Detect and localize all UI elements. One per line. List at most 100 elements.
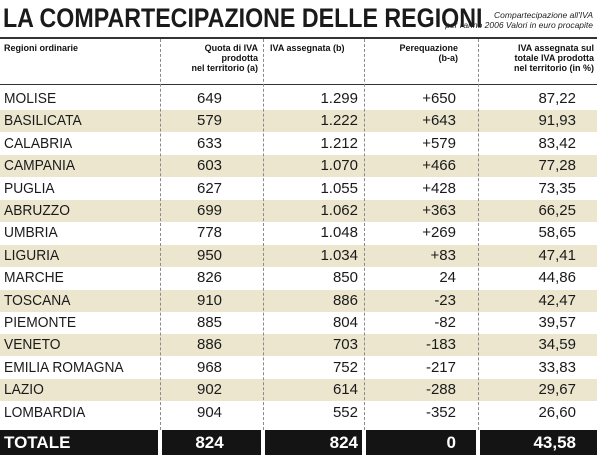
table-row: VENETO 886 703 -183 34,59 [0, 334, 597, 357]
column-divider [263, 39, 264, 430]
row-iva: 1.048 [320, 224, 358, 242]
row-iva: 1.212 [320, 134, 358, 152]
row-iva: 614 [332, 381, 358, 399]
row-iva: 552 [332, 403, 358, 421]
total-divider [158, 430, 162, 455]
total-divider [476, 430, 480, 455]
row-quota: 910 [196, 291, 223, 309]
row-pct: 77,28 [538, 157, 576, 175]
row-region: ABRUZZO [4, 202, 70, 219]
row-region: CAMPANIA [4, 157, 76, 175]
header-rule [0, 84, 597, 85]
row-quota: 950 [196, 246, 223, 264]
row-pct: 33,83 [538, 358, 576, 376]
row-pct: 91,93 [538, 112, 576, 130]
row-region: TOSCANA [4, 291, 71, 309]
total-iva: 824 [329, 433, 358, 452]
row-quota: 579 [196, 112, 223, 130]
row-region: MOLISE [4, 90, 57, 107]
header-quota-line-2: prodotta [221, 53, 259, 63]
total-quota: 824 [195, 433, 224, 452]
row-region: PUGLIA [4, 179, 55, 197]
row-pereq: +650 [422, 90, 456, 107]
header-pereq-line-1: Perequazione [399, 43, 458, 53]
row-pereq: -183 [425, 336, 456, 354]
row-quota: 603 [196, 157, 223, 175]
row-quota: 968 [196, 358, 223, 376]
total-divider [261, 430, 265, 455]
row-pct: 83,42 [538, 134, 576, 152]
row-region: BASILICATA [4, 112, 82, 130]
row-pct: 26,60 [538, 403, 576, 421]
header-quota: Quota di IVA prodotta nel territorio (a) [190, 43, 258, 73]
row-pct: 47,41 [538, 246, 576, 264]
row-pereq: -288 [425, 381, 456, 399]
row-pereq: +466 [422, 157, 456, 175]
row-iva: 1.299 [320, 90, 358, 107]
header-pct-line-2: totale IVA prodotta [514, 53, 595, 63]
subtitle-line-2: per l'anno 2006 Valori in euro procapite [445, 20, 593, 30]
table-row: MARCHE 826 850 24 44,86 [0, 267, 597, 289]
row-pereq: -217 [425, 358, 456, 376]
row-iva: 1.055 [320, 179, 358, 197]
row-pereq: +83 [430, 246, 456, 264]
row-region: LIGURIA [4, 246, 60, 264]
row-region: MARCHE [4, 269, 64, 287]
total-pct: 43,58 [533, 433, 576, 452]
header-pct-line-1: IVA assegnata sul [517, 43, 594, 53]
row-region: PIEMONTE [4, 314, 77, 331]
row-quota: 627 [196, 179, 223, 197]
row-region: VENETO [4, 336, 61, 354]
page-title: LA COMPARTECIPAZIONE DELLE REGIONI [3, 3, 483, 33]
row-region: UMBRIA [4, 224, 58, 242]
row-quota: 902 [196, 381, 223, 399]
row-quota: 649 [196, 90, 223, 107]
row-region: EMILIA ROMAGNA [4, 358, 124, 376]
table-row: PIEMONTE 885 804 -82 39,57 [0, 312, 597, 334]
table-row: LAZIO 902 614 -288 29,67 [0, 379, 597, 402]
row-pct: 29,67 [538, 381, 576, 399]
column-divider [160, 39, 161, 430]
total-row: TOTALE 824 824 0 43,58 [0, 430, 597, 455]
row-iva: 850 [332, 269, 358, 287]
row-quota: 699 [196, 202, 223, 219]
header-pct-line-3: nel territorio (in %) [513, 63, 594, 73]
row-iva: 1.070 [320, 157, 358, 175]
row-region: LAZIO [4, 381, 44, 399]
row-pct: 66,25 [538, 202, 576, 219]
row-pct: 44,86 [538, 269, 576, 287]
subtitle: Compartecipazione all'IVA per l'anno 200… [433, 10, 593, 30]
row-iva: 1.034 [320, 246, 358, 264]
row-quota: 633 [196, 134, 223, 152]
row-pereq: -352 [425, 403, 456, 421]
row-pct: 58,65 [538, 224, 576, 242]
row-quota: 826 [196, 269, 223, 287]
total-pereq: 0 [446, 433, 456, 452]
row-pereq: +269 [422, 224, 456, 242]
row-pereq: +363 [422, 202, 456, 219]
total-label: TOTALE [4, 433, 71, 452]
column-divider [364, 39, 365, 430]
subtitle-line-1: Compartecipazione all'IVA [494, 10, 593, 20]
row-quota: 886 [196, 336, 223, 354]
header-pereq-line-2: (b-a) [438, 53, 459, 63]
header-quota-line-1: Quota di IVA [204, 43, 258, 53]
row-pct: 39,57 [538, 314, 576, 331]
header-iva: IVA assegnata (b) [270, 43, 345, 53]
row-quota: 885 [196, 314, 223, 331]
row-iva: 804 [332, 314, 358, 331]
row-pereq: +643 [422, 112, 456, 130]
table-row: ABRUZZO 699 1.062 +363 66,25 [0, 200, 597, 222]
row-iva: 752 [332, 358, 358, 376]
row-pereq: -82 [434, 314, 456, 331]
column-divider [478, 39, 479, 430]
total-divider [362, 430, 366, 455]
table-row: LIGURIA 950 1.034 +83 47,41 [0, 244, 597, 267]
table-row: TOSCANA 910 886 -23 42,47 [0, 289, 597, 312]
row-iva: 1.222 [320, 112, 358, 130]
table-row: PUGLIA 627 1.055 +428 73,35 [0, 178, 597, 200]
table-row: CAMPANIA 603 1.070 +466 77,28 [0, 155, 597, 178]
row-iva: 1.062 [320, 202, 358, 219]
row-pct: 34,59 [538, 336, 576, 354]
table-row: BASILICATA 579 1.222 +643 91,93 [0, 110, 597, 133]
